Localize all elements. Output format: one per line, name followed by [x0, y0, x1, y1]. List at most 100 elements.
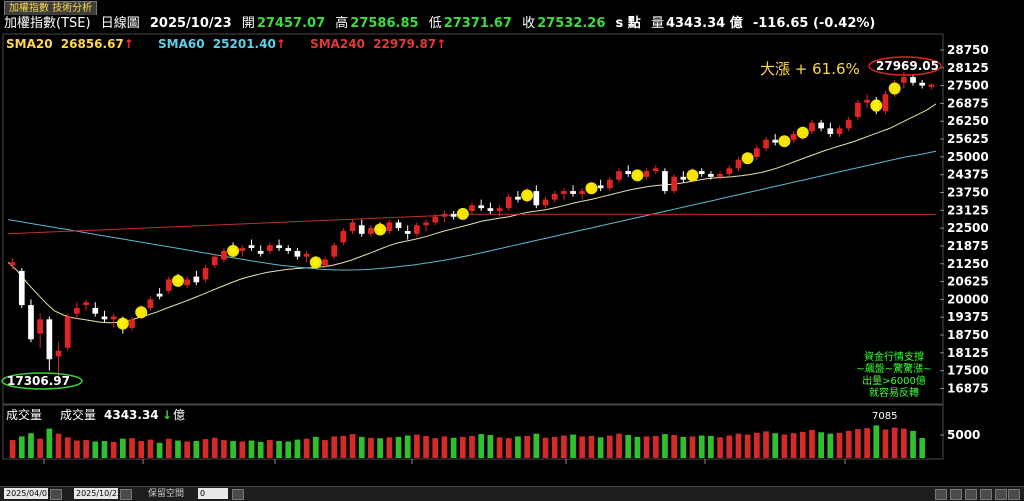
volume-down-arrow-icon: ↓ — [162, 408, 172, 422]
volume-bar — [606, 435, 613, 458]
zoom-out-icon[interactable] — [950, 489, 962, 500]
candle-body — [643, 171, 650, 177]
candle-body — [358, 225, 365, 234]
volume-bar — [671, 435, 677, 458]
candle-body — [753, 148, 760, 157]
volume-bar — [799, 431, 806, 458]
highlight-marker — [521, 189, 534, 202]
candle-body — [836, 128, 843, 135]
scroll-right-icon[interactable] — [980, 489, 992, 500]
sma20-value: 26856.67 — [60, 37, 124, 51]
volume-header-value: 4343.34 — [104, 408, 159, 422]
volume-bar — [864, 428, 870, 458]
sma-row: SMA20 26856.67↑ SMA60 25201.40↑ SMA240 2… — [6, 36, 446, 52]
y-tick-label: 23750 — [947, 185, 989, 199]
volume-bar — [873, 425, 880, 458]
from-date-input[interactable]: 2025/04/01 — [4, 488, 53, 499]
scroll-left-icon[interactable] — [965, 489, 977, 500]
volume-bar — [74, 440, 80, 458]
volume-bar — [46, 428, 53, 458]
volume-bar — [294, 439, 301, 458]
hold-space-stepper-icon[interactable] — [232, 489, 244, 500]
volume-bar — [184, 441, 191, 458]
volume-bar — [900, 428, 907, 458]
candle-body — [735, 159, 742, 169]
volume-bar — [891, 427, 898, 458]
volume-bar — [432, 438, 439, 458]
period-label[interactable]: 日線圖 — [100, 16, 140, 31]
settings-icon[interactable] — [995, 489, 1007, 500]
hold-space-input[interactable]: 0 — [198, 488, 228, 499]
volume-bar — [386, 437, 393, 458]
volume-bar — [561, 435, 567, 458]
volume-value: 4343.34 億 — [665, 16, 743, 31]
volume-bar — [496, 437, 503, 458]
volume-bar — [827, 433, 834, 458]
volume-bar — [414, 434, 420, 458]
y-tick-label: 22500 — [947, 221, 989, 235]
highlight-marker — [227, 244, 240, 257]
to-date-dropdown-icon[interactable] — [120, 489, 132, 500]
highlight-marker — [741, 152, 754, 165]
volume-bar — [138, 441, 145, 458]
change-value: -116.65 (-0.42%) — [752, 16, 876, 31]
candle-body — [551, 193, 558, 200]
highlight-marker — [585, 182, 598, 195]
candle-body — [101, 316, 108, 320]
volume-bar — [331, 436, 338, 458]
volume-bar — [708, 435, 714, 458]
volume-bar — [588, 435, 595, 458]
price-chart[interactable]: 16875 17500 18125 18750 19375 20000 20625 21250… — [0, 0, 1024, 468]
note-line: ~飆盤~驚驚漲~ — [856, 364, 932, 375]
candle-body — [46, 319, 53, 360]
sma240-value: 22979.87 — [373, 37, 437, 51]
candle-body — [221, 250, 227, 260]
candle-body — [928, 84, 935, 87]
volume-tick-label: 5000 — [947, 428, 980, 442]
window-tab[interactable]: 加權指數 技術分析 — [4, 1, 98, 15]
rise-annotation: 大漲 + 61.6% — [760, 60, 860, 78]
volume-bar — [28, 433, 34, 458]
candle-body — [55, 350, 62, 357]
candle-body — [515, 196, 521, 200]
candle-body — [827, 128, 834, 135]
close-value: 27532.26 — [537, 16, 606, 31]
candle-body — [809, 122, 815, 132]
low-value: 27371.67 — [443, 16, 512, 31]
from-date-dropdown-icon[interactable] — [50, 489, 62, 500]
candle-body — [561, 191, 567, 194]
zoom-in-icon[interactable] — [935, 489, 947, 500]
highlight-marker — [631, 169, 644, 182]
volume-bar — [505, 438, 512, 458]
highlight-marker — [796, 126, 809, 139]
volume-bar — [267, 440, 273, 458]
highlight-marker — [778, 135, 791, 148]
price-panel-border — [2, 33, 944, 405]
sma-line-sma60 — [7, 150, 937, 271]
volume-bar — [156, 442, 163, 458]
to-date-input[interactable]: 2025/10/23 — [74, 488, 123, 499]
highlight-marker — [171, 274, 184, 287]
candle-body — [919, 82, 926, 86]
volume-bar — [202, 439, 209, 458]
volume-bar — [175, 440, 181, 458]
candle-body — [579, 191, 586, 194]
volume-bar — [919, 438, 926, 458]
candle-body — [28, 305, 34, 340]
sma-line-sma20 — [7, 103, 937, 324]
header-row: 加權指數(TSE) 日線圖 2025/10/23 開 27457.07 高 2758… — [4, 15, 881, 33]
candle-body — [790, 134, 797, 140]
bottom-toolbar: 2025/04/01 2025/10/23 保留空間 0 — [0, 486, 1024, 501]
volume-bar — [64, 437, 71, 458]
candle-body — [671, 176, 677, 192]
volume-bar — [818, 432, 824, 458]
candle-body — [606, 179, 613, 189]
candle-body — [441, 213, 448, 217]
y-tick-label: 26250 — [947, 114, 989, 128]
close-icon[interactable] — [1008, 489, 1020, 500]
candle-body — [882, 94, 889, 112]
volume-bar — [129, 438, 135, 458]
candle-body — [349, 222, 356, 231]
open-label: 開 — [241, 16, 255, 31]
volume-bar — [9, 440, 16, 458]
